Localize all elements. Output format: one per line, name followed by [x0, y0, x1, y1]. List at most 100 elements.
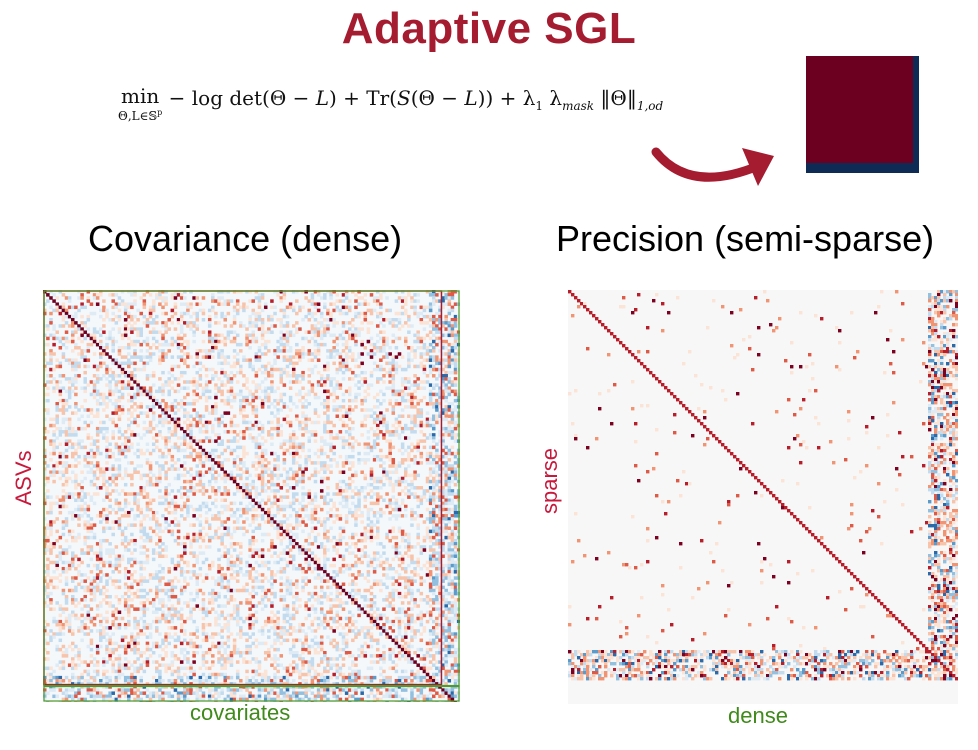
heatmap-cell: [441, 489, 445, 493]
heatmap-cell: [164, 330, 168, 334]
heatmap-cell: [158, 302, 162, 306]
heatmap-cell: [282, 402, 287, 406]
heatmap-cell: [444, 535, 448, 540]
heatmap-cell: [226, 492, 231, 496]
heatmap-cell: [413, 545, 417, 549]
heatmap-cell: [74, 482, 78, 487]
heatmap-cell: [235, 311, 240, 316]
heatmap-cell: [127, 557, 131, 562]
heatmap-cell: [139, 386, 143, 390]
heatmap-cell: [145, 361, 150, 366]
heatmap-cell: [195, 349, 199, 353]
heatmap-cell: [425, 333, 430, 338]
heatmap-cell: [441, 439, 445, 443]
heatmap-cell: [204, 367, 209, 372]
heatmap-cell: [89, 557, 94, 562]
heatmap-cell: [242, 324, 246, 328]
heatmap-cell: [155, 398, 159, 403]
heatmap-cell: [410, 479, 414, 484]
heatmap-cell: [422, 386, 427, 390]
heatmap-cell: [338, 333, 343, 338]
heatmap-cell: [347, 398, 352, 403]
heatmap-cell: [425, 321, 430, 325]
heatmap-cell: [189, 402, 193, 406]
heatmap-cell: [438, 476, 442, 481]
heatmap-cell: [425, 358, 430, 362]
heatmap-cell: [235, 370, 240, 375]
heatmap-cell: [142, 545, 147, 549]
heatmap-cell: [379, 495, 383, 499]
heatmap-cell: [363, 417, 368, 422]
heatmap-cell: [257, 501, 262, 506]
heatmap-cell: [46, 380, 50, 384]
heatmap-cell: [273, 458, 277, 462]
heatmap-cell: [450, 426, 455, 431]
heatmap-cell: [441, 383, 445, 387]
heatmap-cell: [391, 333, 396, 338]
heatmap-cell: [183, 352, 187, 356]
heatmap-cell: [410, 405, 414, 409]
heatmap-cell: [105, 377, 109, 381]
heatmap-cell: [114, 361, 119, 366]
heatmap-cell: [366, 482, 371, 487]
heatmap-cell: [341, 293, 346, 297]
heatmap-cell: [176, 535, 181, 540]
heatmap-cell: [136, 389, 140, 394]
heatmap-cell: [164, 352, 168, 356]
heatmap-cell: [400, 445, 405, 450]
heatmap-cell: [425, 489, 430, 493]
heatmap-cell: [139, 492, 143, 496]
heatmap-cell: [148, 535, 153, 540]
heatmap-cell: [291, 451, 296, 456]
heatmap-cell: [139, 560, 143, 565]
heatmap-cell: [64, 433, 69, 437]
heatmap-cell: [43, 426, 47, 431]
heatmap-cell: [105, 414, 109, 418]
heatmap-cell: [379, 430, 383, 434]
heatmap-cell: [207, 470, 212, 475]
heatmap-cell: [338, 535, 343, 540]
heatmap-cell: [375, 510, 380, 515]
heatmap-cell: [164, 299, 168, 303]
heatmap-cell: [329, 514, 333, 518]
heatmap-cell: [142, 495, 147, 499]
heatmap-cell: [375, 495, 380, 499]
heatmap-cell: [428, 305, 433, 310]
heatmap-cell: [167, 523, 171, 527]
heatmap-cell: [251, 479, 256, 484]
heatmap-cell: [111, 305, 115, 310]
heatmap-cell: [142, 389, 147, 394]
heatmap-cell: [95, 554, 100, 559]
heatmap-cell: [86, 342, 91, 347]
heatmap-cell: [301, 386, 305, 390]
heatmap-cell: [61, 498, 66, 503]
heatmap-cell: [379, 458, 383, 462]
heatmap-cell: [64, 426, 69, 431]
heatmap-cell: [251, 486, 256, 490]
heatmap-cell: [326, 402, 330, 406]
heatmap-cell: [43, 417, 47, 422]
heatmap-cell: [288, 355, 293, 359]
heatmap-cell: [220, 370, 224, 375]
heatmap-cell: [295, 498, 299, 503]
heatmap-cell: [99, 327, 103, 331]
heatmap-cell: [223, 554, 228, 559]
heatmap-cell: [46, 563, 50, 568]
heatmap-cell: [226, 507, 231, 512]
heatmap-cell: [307, 308, 312, 313]
heatmap-cell: [332, 520, 336, 524]
heatmap-cell: [276, 507, 280, 512]
heatmap-cell: [326, 538, 330, 543]
heatmap-cell: [183, 402, 187, 406]
heatmap-cell: [416, 423, 420, 428]
heatmap-cell: [428, 461, 433, 465]
heatmap-cell: [226, 361, 231, 366]
heatmap-cell: [105, 395, 109, 400]
heatmap-cell: [450, 538, 455, 543]
heatmap-cell: [251, 423, 256, 428]
heatmap-cell: [223, 336, 228, 341]
heatmap-cell: [354, 554, 358, 559]
heatmap-cell: [195, 414, 199, 418]
heatmap-cell: [410, 383, 414, 387]
heatmap-cell: [385, 355, 389, 359]
